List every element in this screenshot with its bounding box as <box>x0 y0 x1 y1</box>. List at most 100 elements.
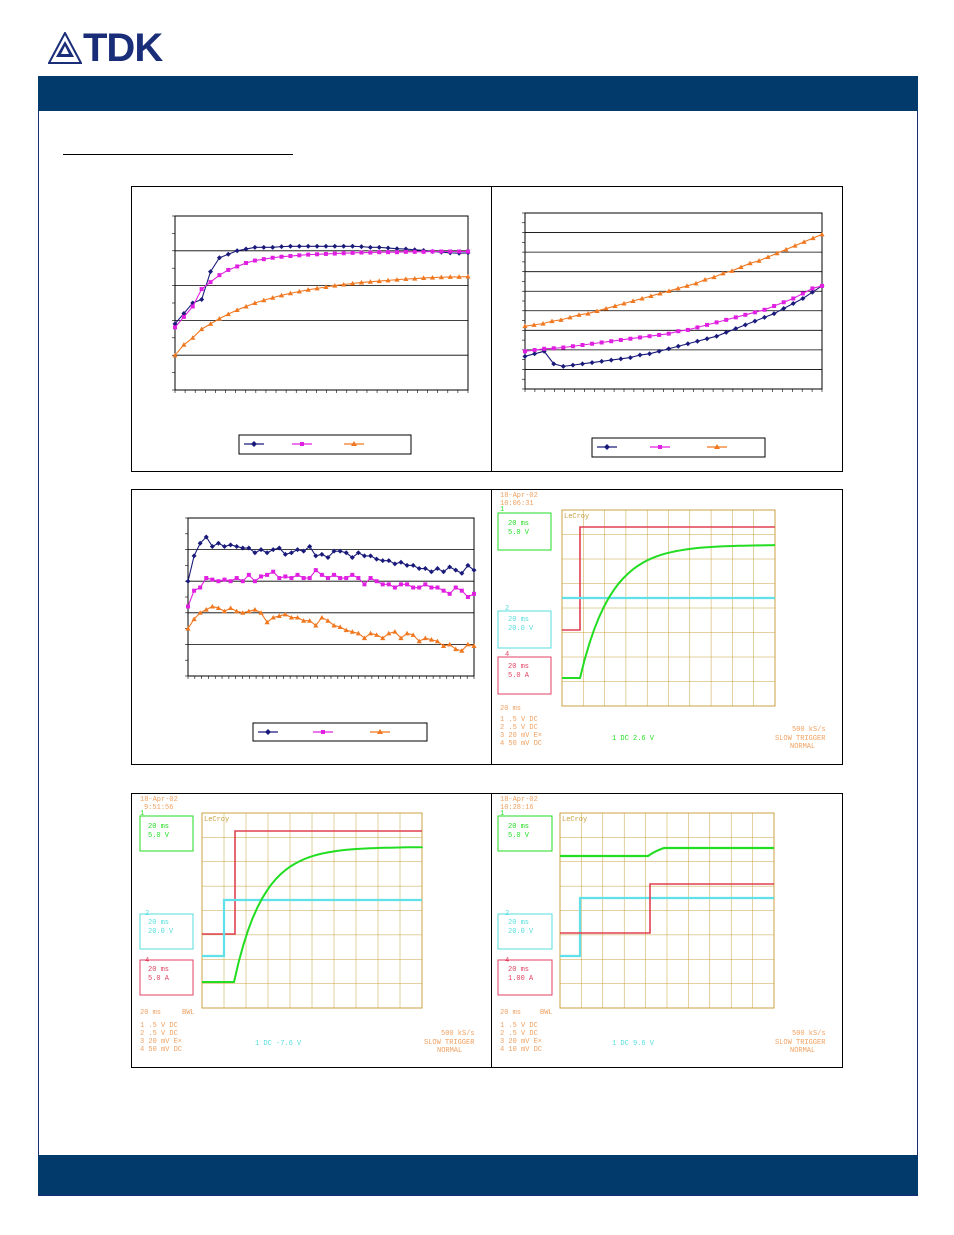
scope-3-ch-c: 3 20 mV E× <box>500 1038 542 1046</box>
series-3-point <box>374 632 380 637</box>
series-3-point <box>337 624 343 630</box>
series-2-point <box>297 253 302 258</box>
series-1-point <box>453 567 459 573</box>
trace-current <box>560 883 774 934</box>
series-1-point <box>295 547 301 553</box>
chart-2 <box>522 212 825 458</box>
series-3-point <box>386 630 392 636</box>
scope-3: 18-Apr-02 10:28:16 LeCroy 1 20 ms 5.0 V … <box>497 796 826 1055</box>
series-3-point <box>221 608 228 614</box>
scope-3-bwl: BWL <box>540 1009 553 1017</box>
series-3-point <box>252 607 258 612</box>
series-3-point <box>240 610 246 615</box>
series-3-point <box>429 274 436 280</box>
series-3-point <box>199 326 205 332</box>
scope-3-mode: SLOW TRIGGER <box>775 1039 826 1047</box>
trace-current <box>202 830 422 935</box>
series-3-point <box>278 292 285 298</box>
series-2-point <box>609 339 614 344</box>
series-2-point <box>226 267 231 272</box>
series-2-point <box>457 249 462 254</box>
series-3-point <box>422 635 428 641</box>
series-3-point <box>765 254 771 259</box>
scope-3-date: 18-Apr-02 <box>500 796 538 804</box>
series-2-point <box>252 579 257 584</box>
series-1-line <box>174 245 469 325</box>
scope-1-ch-b: 2 .5 V DC <box>500 724 538 732</box>
series-1-point <box>398 559 404 565</box>
series-2-point <box>705 322 710 327</box>
series-1-point <box>337 548 343 554</box>
series-3-point <box>361 635 368 641</box>
series-2-point <box>398 582 403 587</box>
series-1-point <box>627 355 633 361</box>
series-2-point <box>356 576 361 581</box>
series-1-point <box>287 243 293 249</box>
series-3-point <box>349 629 355 634</box>
series-2-point <box>344 576 349 581</box>
series-3-point <box>612 303 618 309</box>
scope-2-ch2-volt: 20.0 V <box>148 928 174 936</box>
series-2-point <box>657 332 662 337</box>
chart-2-plot <box>522 212 825 392</box>
series-3-point <box>684 283 690 288</box>
series-3-point <box>287 290 294 296</box>
series-1-point <box>313 553 319 559</box>
series-3-point <box>465 273 471 279</box>
series-2-point <box>368 576 373 581</box>
series-3-point <box>621 300 627 306</box>
series-2-point <box>259 574 264 579</box>
series-1-point <box>323 243 329 249</box>
series-3-point <box>282 611 288 617</box>
series-3-point <box>331 622 337 628</box>
series-1-point <box>618 356 624 362</box>
scope-1-rate: 500 kS/s <box>792 726 826 734</box>
series-3-point <box>434 638 441 644</box>
series-3-point <box>314 285 320 291</box>
series-2-point <box>439 249 444 254</box>
series-1-point <box>258 547 264 553</box>
series-3-point <box>603 305 609 311</box>
series-1-point <box>282 551 288 557</box>
series-3-point <box>323 284 329 289</box>
series-2-point <box>628 336 633 341</box>
series-3-point <box>172 352 178 358</box>
scope-2-date: 18-Apr-02 <box>140 796 178 804</box>
series-1-point <box>771 311 777 317</box>
series-2-point <box>190 304 195 309</box>
series-3-point <box>693 280 699 286</box>
series-2-point <box>228 579 233 584</box>
series-1-point <box>361 553 367 559</box>
series-2-point <box>637 335 642 340</box>
series-2-point <box>465 595 470 599</box>
series-1-point <box>301 548 307 554</box>
series-3-point <box>440 643 447 648</box>
series-2-point <box>570 344 575 349</box>
scope-2-ch-b: 2 .5 V DC <box>140 1030 178 1038</box>
chart-grid-middle <box>131 489 843 765</box>
series-1-point <box>307 543 313 549</box>
series-1-point <box>532 351 538 357</box>
series-1-point <box>358 244 364 250</box>
series-1-point <box>243 246 249 252</box>
series-3-point <box>675 285 681 291</box>
series-1-point <box>742 322 748 328</box>
series-2-point <box>362 582 367 587</box>
series-2-point <box>338 576 343 581</box>
chart-1-legend <box>238 434 412 455</box>
series-2-point <box>217 273 222 278</box>
series-2-point <box>459 588 464 593</box>
series-2-point <box>235 264 240 269</box>
series-1-point <box>447 564 453 570</box>
series-2-point <box>173 325 177 330</box>
series-1-point <box>762 314 768 320</box>
series-2-point <box>323 251 328 256</box>
series-2-point <box>377 250 382 255</box>
scope-3-ch2-time: 20 ms <box>508 919 529 927</box>
svg-text:1: 1 <box>500 506 504 514</box>
series-2-point <box>289 576 294 581</box>
series-3-point <box>729 268 735 273</box>
series-3-point <box>540 321 546 326</box>
series-2-point <box>204 576 209 581</box>
series-3-point <box>404 630 410 636</box>
